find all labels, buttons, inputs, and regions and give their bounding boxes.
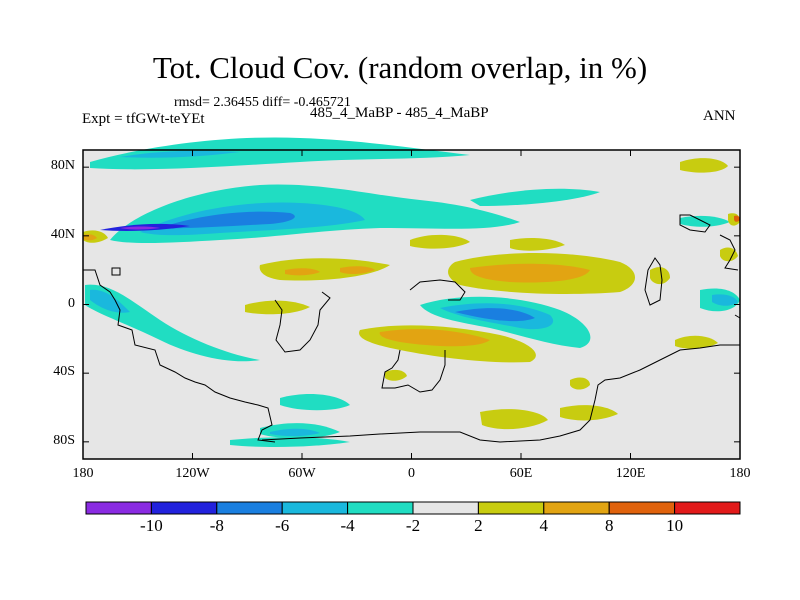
contour-neg-4 — [120, 150, 240, 158]
lon-tick-label: 60W — [288, 466, 316, 481]
contour-neg-6 — [455, 308, 535, 322]
colorbar-swatch — [347, 501, 414, 515]
coastlines — [83, 214, 741, 443]
lon-tick-label: 180 — [72, 466, 94, 481]
contour-neg-2 — [680, 215, 730, 227]
coastline-africa-south — [381, 349, 446, 393]
coastline-south-pacific — [734, 314, 741, 319]
colorbar-label: 8 — [604, 516, 614, 535]
contour-neg-6 — [160, 211, 295, 229]
lat-tick-label: 0 — [68, 295, 75, 311]
contour-neg-4 — [712, 294, 738, 306]
case-label: 485_4_MaBP - 485_4_MaBP — [310, 105, 489, 121]
colorbar-swatch — [281, 501, 349, 515]
contour-pos-2 — [675, 335, 718, 349]
coastline-americas — [83, 269, 276, 443]
coastline-andes — [274, 291, 331, 353]
coastline-australia — [644, 257, 663, 306]
contour-pos-4 — [379, 329, 490, 347]
coastline-east-asia — [719, 234, 739, 271]
colorbar-label: -8 — [209, 516, 224, 535]
contour-pos-2 — [570, 377, 590, 390]
colorbar-swatch — [477, 501, 545, 515]
colorbar-swatch — [608, 501, 676, 515]
contour-pos-4 — [340, 266, 375, 275]
contour-pos-2 — [385, 369, 407, 381]
colorbar-swatch — [216, 501, 283, 515]
colorbar-swatch — [543, 501, 610, 515]
contour-pos-4 — [285, 268, 320, 276]
contour-pos-2 — [510, 237, 565, 251]
colorbar-label: 2 — [474, 516, 483, 535]
plot-title: Tot. Cloud Cov. (random overlap, in %) — [152, 50, 648, 85]
contour-neg-2 — [470, 188, 600, 206]
contour-pos-2 — [560, 405, 618, 421]
contour-neg-2 — [230, 437, 350, 447]
colorbar-label: -2 — [405, 516, 421, 535]
contour-neg-4 — [270, 428, 320, 437]
lat-tick-label: 80S — [53, 432, 75, 448]
experiment-label: Expt = tfGWt-teYEt — [82, 111, 205, 127]
lon-ticks — [82, 150, 741, 459]
colorbar-label: -4 — [340, 516, 355, 535]
contour-pos-2 — [720, 247, 738, 262]
contour-pos-8 — [734, 215, 740, 222]
lon-tick-label: 0 — [408, 466, 415, 481]
colorbar-label: 4 — [539, 516, 549, 535]
coastline-antarctica — [261, 344, 740, 443]
lat-ticks — [83, 166, 740, 443]
contour-neg-2 — [280, 394, 350, 411]
lat-tick-label: 80N — [50, 158, 75, 174]
lon-tick-label: 180 — [729, 466, 751, 481]
colorbar-label: -6 — [275, 516, 290, 535]
lat-tick-label: 40N — [50, 226, 75, 242]
contour-pos-2 — [410, 234, 470, 249]
contour-pos-2 — [245, 300, 310, 315]
colorbar-swatch — [150, 501, 218, 515]
contour-pos-2 — [480, 409, 548, 430]
lon-tick-label: 60E — [509, 466, 533, 481]
contour-pos-2 — [650, 267, 670, 285]
coastline-japan — [679, 214, 711, 233]
map-background — [83, 150, 740, 459]
coastline-africa — [409, 279, 466, 301]
contour-neg-2 — [90, 137, 470, 170]
contour-pos-4 — [470, 263, 590, 283]
colorbar-label: 10 — [666, 516, 684, 535]
lat-tick-label: 40S — [53, 364, 75, 380]
colorbar-swatch — [412, 501, 479, 515]
coastline-hawaii — [111, 267, 121, 276]
colorbar-swatch — [85, 501, 152, 515]
colorbar-label: -10 — [140, 516, 163, 535]
contour-neg-4 — [90, 289, 130, 313]
season-label: ANN — [703, 108, 736, 124]
contour-fields — [83, 137, 740, 447]
colorbar — [85, 501, 741, 515]
contour-neg-2 — [85, 284, 260, 362]
contour-pos-2 — [680, 158, 728, 173]
colorbar-swatch — [674, 501, 741, 515]
stats-label: rmsd= 2.36455 diff= -0.465721 — [174, 95, 351, 110]
lon-tick-label: 120E — [615, 466, 646, 481]
contour-neg-10 — [120, 226, 160, 230]
lon-tick-label: 120W — [175, 466, 210, 481]
